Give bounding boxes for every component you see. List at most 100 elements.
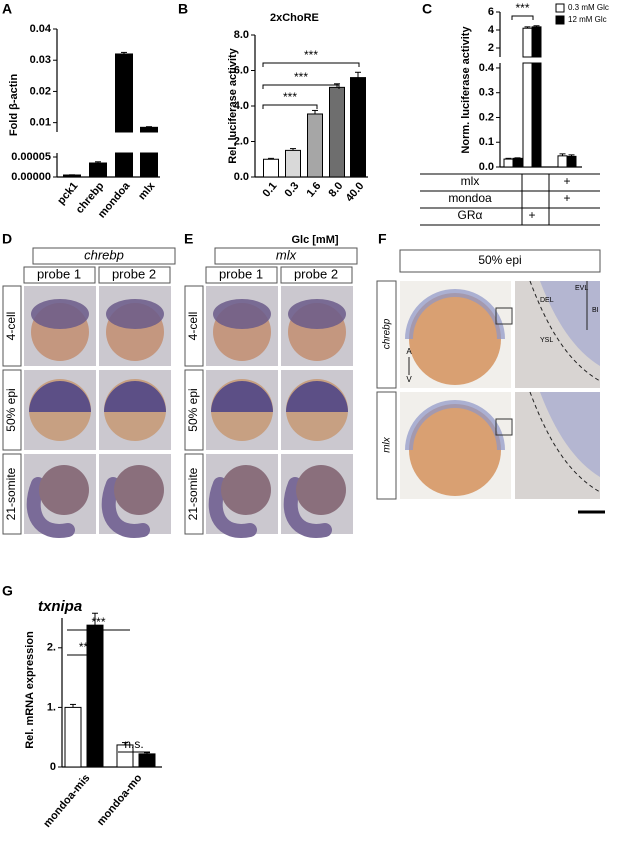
- significance-bracket: [262, 84, 340, 89]
- y-tick-label: 0.00005: [11, 151, 51, 163]
- x-tick-label: mondoa-mo: [95, 772, 145, 828]
- chart-title: 2xChoRE: [270, 12, 319, 24]
- column-label: probe 1: [37, 266, 81, 281]
- significance-label: ***: [91, 615, 105, 629]
- embryo-tail: [101, 477, 150, 538]
- panel-letter: C: [422, 1, 432, 17]
- column-box: [205, 266, 278, 284]
- significance-bracket: [511, 15, 534, 20]
- y-tick-label: 8.0: [234, 29, 249, 41]
- row-label: 50% epi: [4, 388, 18, 431]
- bar: [263, 158, 279, 178]
- significance-label: ***: [283, 90, 297, 104]
- y-tick-label: 0.0: [234, 171, 249, 183]
- panel-letter: F: [378, 231, 387, 247]
- column-box: [280, 266, 353, 284]
- embryo-tail: [26, 477, 75, 538]
- bar: [89, 162, 107, 178]
- y-tick-label: 2.: [47, 642, 56, 654]
- y-axis-label: Rel. luciferase activity: [227, 47, 239, 163]
- bar: [285, 149, 301, 178]
- table-cell: +: [563, 191, 570, 205]
- table-row-label: GRα: [458, 208, 483, 222]
- embryo-stain: [213, 299, 271, 329]
- row-label: 21-somite: [4, 467, 18, 520]
- row-box: [2, 453, 22, 535]
- x-tick-label: 1.6: [304, 180, 323, 199]
- gene-label: chrebp: [84, 247, 124, 262]
- bar: [307, 113, 323, 178]
- bar: [138, 753, 156, 768]
- row-box: [376, 280, 397, 389]
- y-tick-label: 4: [488, 24, 495, 36]
- table-row-label: mondoa: [448, 191, 492, 205]
- row-label: 4-cell: [4, 312, 18, 341]
- legend-label: 0.3 mM Glc: [568, 3, 609, 12]
- column-label: probe 2: [112, 266, 156, 281]
- y-tick-label: 2: [488, 42, 494, 54]
- y-tick-label: 4.0: [234, 100, 249, 112]
- table-cell: +: [563, 174, 570, 188]
- embryo-tail: [208, 477, 257, 538]
- bar: [350, 77, 366, 178]
- legend-label: 12 mM Glc: [568, 15, 607, 24]
- x-tick-label: mlx: [136, 179, 158, 202]
- panel-letter: E: [184, 231, 193, 247]
- bar: [140, 152, 158, 178]
- embryo-stain: [106, 299, 164, 329]
- bar: [566, 155, 577, 168]
- y-tick-label: 0.04: [30, 23, 52, 35]
- bar: [115, 152, 133, 178]
- axis-label: A: [406, 347, 412, 356]
- chart-title: txnipa: [38, 598, 82, 615]
- row-box: [184, 453, 204, 535]
- x-tick-label: 0.3: [282, 180, 301, 199]
- significance-bracket: [262, 62, 360, 67]
- legend-swatch: [555, 3, 565, 13]
- embryo: [296, 465, 346, 515]
- significance-label: **: [79, 640, 89, 654]
- dashed-boundary: [529, 391, 601, 493]
- y-tick-label: 0.0: [479, 161, 494, 173]
- bar: [115, 53, 133, 133]
- bar: [329, 86, 345, 178]
- table-cell: +: [528, 208, 535, 222]
- bar: [522, 62, 533, 168]
- embryo: [409, 404, 501, 496]
- embryo: [409, 293, 501, 385]
- column-label: probe 2: [294, 266, 338, 281]
- inset-label: EVL: [575, 285, 588, 292]
- stain-region: [540, 281, 600, 366]
- embryo: [39, 465, 89, 515]
- x-tick-label: pck1: [55, 180, 80, 207]
- bar: [557, 155, 568, 168]
- y-tick-label: 6: [488, 6, 494, 18]
- y-tick-label: 0.1: [479, 136, 494, 148]
- row-label: 4-cell: [186, 312, 200, 341]
- column-box: [98, 266, 171, 284]
- bar: [86, 624, 104, 768]
- bar: [531, 26, 542, 58]
- inset-label: YSL: [540, 337, 553, 344]
- bar: [140, 126, 158, 133]
- y-axis-label: Fold β-actin: [8, 74, 20, 137]
- x-tick-label: mondoa-mis: [41, 772, 92, 830]
- embryo-stain: [104, 381, 166, 412]
- gene-label: mlx: [276, 247, 297, 262]
- panel-letter: D: [2, 231, 12, 247]
- axis-label: V: [406, 375, 412, 384]
- bar: [522, 27, 533, 58]
- significance-label: ***: [515, 1, 529, 15]
- row-label: 50% epi: [186, 388, 200, 431]
- embryo-tail: [283, 477, 332, 538]
- row-label: 21-somite: [186, 467, 200, 520]
- significance-label: n.s.: [124, 737, 143, 751]
- embryo-stain: [288, 299, 346, 329]
- inset-label: BI: [592, 307, 599, 314]
- header-label: 50% epi: [478, 253, 521, 267]
- embryo: [114, 465, 164, 515]
- y-tick-label: 0.3: [479, 87, 494, 99]
- y-tick-label: 0: [50, 761, 56, 773]
- bar: [512, 157, 523, 168]
- row-label: mlx: [382, 436, 393, 453]
